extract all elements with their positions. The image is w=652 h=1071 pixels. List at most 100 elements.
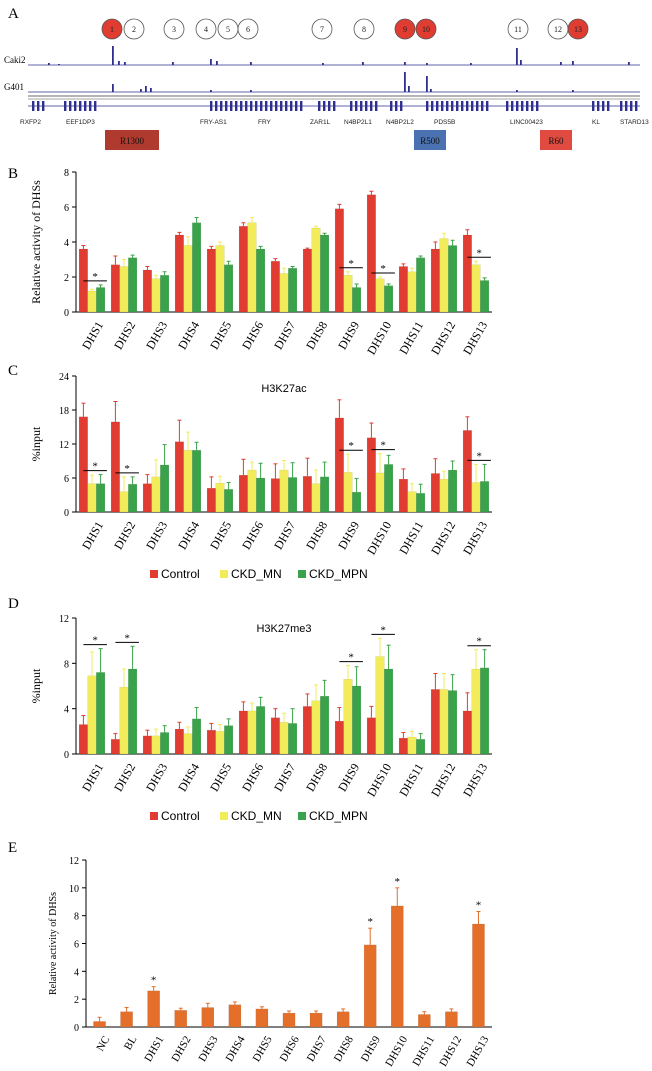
bar-ckd-mn: [439, 478, 449, 513]
x-tick-label: DHS12: [437, 1034, 464, 1069]
bar-ckd-mn: [247, 222, 257, 313]
gene-label: PDS5B: [434, 119, 455, 126]
track-caki2-peak: [250, 62, 252, 65]
category-dhs5: DHS5: [251, 1006, 275, 1064]
gene-label: EEF1DP3: [66, 119, 95, 126]
exon: [476, 101, 479, 111]
legend-label: CKD_MPN: [309, 809, 368, 823]
category-dhs6: DHS6: [238, 696, 266, 794]
y-tick-label: 12: [59, 440, 69, 451]
bar-control: [366, 437, 376, 513]
bar-ckd-mn: [215, 731, 225, 755]
x-tick-label: DHS6: [239, 519, 266, 552]
y-axis-label: %input: [29, 426, 43, 461]
dhs-circle-13: 13: [567, 18, 589, 40]
dhs-circle-12: 12: [547, 18, 569, 40]
exon: [536, 101, 539, 111]
exon: [42, 101, 45, 111]
category-dhs7: DHS7: [305, 1010, 329, 1064]
bar-control: [206, 730, 216, 755]
track-g401-peak: [404, 72, 406, 92]
track-caki2-peak: [58, 64, 60, 65]
bar-ckd-mpn: [224, 264, 234, 313]
bar-control: [430, 248, 440, 313]
category-bl: BL: [120, 1007, 140, 1052]
x-tick-label: DHS1: [142, 1034, 166, 1064]
y-tick-label: 2: [64, 273, 69, 284]
dhs-circle-label: 3: [172, 25, 176, 34]
exon: [456, 101, 459, 111]
significance-mark: *: [348, 652, 354, 664]
bar-ckd-mpn: [352, 287, 362, 313]
track-caki2-peak: [172, 62, 174, 65]
category-dhs1: * DHS1: [142, 975, 166, 1064]
category-dhs11: DHS11: [396, 730, 426, 799]
bar-control: [302, 476, 312, 513]
y-tick-label: 4: [64, 238, 69, 249]
bar-control: [366, 194, 376, 313]
significance-mark: *: [124, 632, 130, 644]
exon: [625, 101, 628, 111]
exon: [431, 101, 434, 111]
category-dhs4: DHS4: [174, 707, 202, 794]
x-tick-label: DHS10: [364, 319, 394, 357]
bar-control: [366, 717, 376, 755]
exon: [466, 101, 469, 111]
track-caki2-peak: [560, 62, 562, 65]
bar-ckd-mpn: [256, 248, 266, 313]
dhs-circle-label: 11: [514, 25, 522, 34]
exon: [333, 101, 336, 111]
bar-ckd-mpn: [384, 285, 394, 313]
bar-activity: [147, 990, 160, 1028]
x-tick-label: DHS6: [239, 319, 266, 352]
x-tick-label: DHS11: [396, 319, 426, 357]
gene-label: ZAR1L: [310, 119, 331, 126]
bar-ckd-mpn: [320, 234, 330, 313]
category-dhs11: DHS11: [410, 1011, 437, 1068]
panel-letter: B: [8, 166, 18, 182]
x-tick-label: DHS11: [410, 1034, 437, 1068]
bar-control: [142, 269, 152, 313]
exon: [295, 101, 298, 111]
bar-control: [334, 417, 344, 513]
gene-fry: FRY: [250, 101, 303, 126]
bar-ckd-mn: [375, 656, 385, 755]
bar-ckd-mpn: [448, 245, 458, 313]
gene-label: KL: [592, 119, 600, 126]
category-dhs10: * DHS10: [383, 876, 410, 1069]
bar-control: [302, 706, 312, 755]
bar-ckd-mn: [87, 483, 97, 513]
x-tick-label: DHS1: [79, 319, 106, 352]
bar-control: [142, 735, 152, 755]
exon: [250, 101, 253, 111]
legend-label: Control: [161, 567, 200, 581]
bar-ckd-mpn: [320, 696, 330, 755]
bar-control: [174, 728, 184, 755]
bar-ckd-mpn: [192, 222, 202, 313]
x-tick-label: DHS3: [143, 761, 170, 794]
category-dhs5: DHS5: [206, 475, 234, 552]
track-caki2-peak: [572, 61, 574, 65]
bar-ckd-mn: [183, 245, 193, 313]
y-tick-label: 0: [64, 750, 69, 761]
x-tick-label: DHS2: [111, 319, 138, 352]
category-dhs9: * DHS9: [334, 203, 363, 352]
gene-stard13: STARD13: [620, 101, 649, 126]
bar-ckd-mpn: [448, 469, 458, 513]
dhs-circle-shape: [567, 18, 589, 40]
x-tick-label: DHS4: [175, 761, 202, 794]
track-g401-peak: [145, 86, 147, 92]
exon: [285, 101, 288, 111]
gene-fry-as1: FRY-AS1: [200, 101, 248, 126]
exon: [451, 101, 454, 111]
bar-ckd-mn: [471, 264, 481, 313]
bar-control: [270, 478, 280, 513]
legend: Control CKD_MN CKD_MPN: [150, 809, 368, 823]
category-dhs12: DHS12: [437, 1008, 464, 1069]
y-tick-label: 12: [59, 614, 69, 625]
legend-swatch: [220, 570, 228, 578]
legend-label: Control: [161, 809, 200, 823]
exon: [395, 101, 398, 111]
category-dhs2: DHS2: [110, 254, 138, 352]
